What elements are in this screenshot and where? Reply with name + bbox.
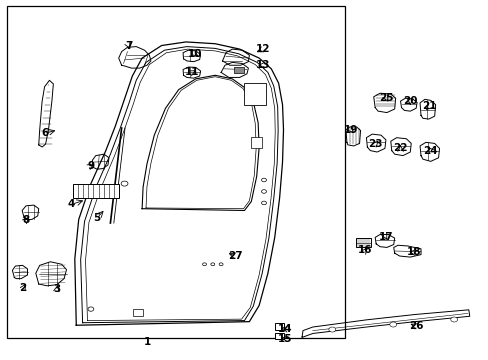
Text: 22: 22 bbox=[392, 143, 407, 153]
Circle shape bbox=[202, 263, 206, 266]
Bar bbox=[233, 67, 244, 73]
Text: 4: 4 bbox=[67, 199, 75, 210]
Circle shape bbox=[210, 263, 214, 266]
Text: 14: 14 bbox=[278, 324, 292, 334]
Bar bbox=[133, 309, 143, 316]
Bar bbox=[73, 184, 119, 198]
Text: 8: 8 bbox=[22, 215, 30, 225]
Text: 19: 19 bbox=[343, 125, 357, 135]
Text: 20: 20 bbox=[402, 96, 417, 106]
Text: 11: 11 bbox=[184, 67, 199, 77]
Text: 16: 16 bbox=[357, 245, 372, 255]
Circle shape bbox=[219, 263, 223, 266]
Text: 9: 9 bbox=[87, 161, 94, 171]
Text: 24: 24 bbox=[423, 145, 437, 156]
Text: 12: 12 bbox=[255, 44, 270, 54]
Bar bbox=[251, 137, 262, 148]
Text: 3: 3 bbox=[53, 284, 61, 294]
Text: 15: 15 bbox=[278, 333, 292, 343]
Circle shape bbox=[261, 190, 266, 193]
Bar bbox=[274, 333, 283, 339]
Text: 26: 26 bbox=[408, 321, 423, 331]
Text: 25: 25 bbox=[378, 93, 392, 103]
Bar bbox=[244, 83, 266, 105]
Text: 21: 21 bbox=[422, 102, 436, 112]
Text: 10: 10 bbox=[187, 49, 202, 59]
Text: 6: 6 bbox=[41, 129, 48, 138]
Bar bbox=[274, 323, 283, 330]
FancyBboxPatch shape bbox=[355, 238, 370, 247]
Circle shape bbox=[261, 201, 266, 205]
Text: 13: 13 bbox=[255, 60, 270, 70]
Text: 27: 27 bbox=[228, 251, 243, 261]
Circle shape bbox=[121, 181, 128, 186]
Circle shape bbox=[328, 327, 335, 332]
Text: 7: 7 bbox=[124, 41, 132, 50]
Circle shape bbox=[450, 317, 457, 322]
Text: 17: 17 bbox=[378, 232, 392, 242]
Text: 2: 2 bbox=[20, 283, 27, 293]
Text: 5: 5 bbox=[93, 213, 101, 222]
Text: 1: 1 bbox=[143, 337, 150, 347]
Text: 18: 18 bbox=[406, 247, 421, 257]
Bar bbox=[6, 6, 345, 338]
Circle shape bbox=[261, 178, 266, 182]
Circle shape bbox=[389, 322, 396, 327]
Circle shape bbox=[88, 307, 94, 311]
Text: 23: 23 bbox=[367, 139, 382, 149]
